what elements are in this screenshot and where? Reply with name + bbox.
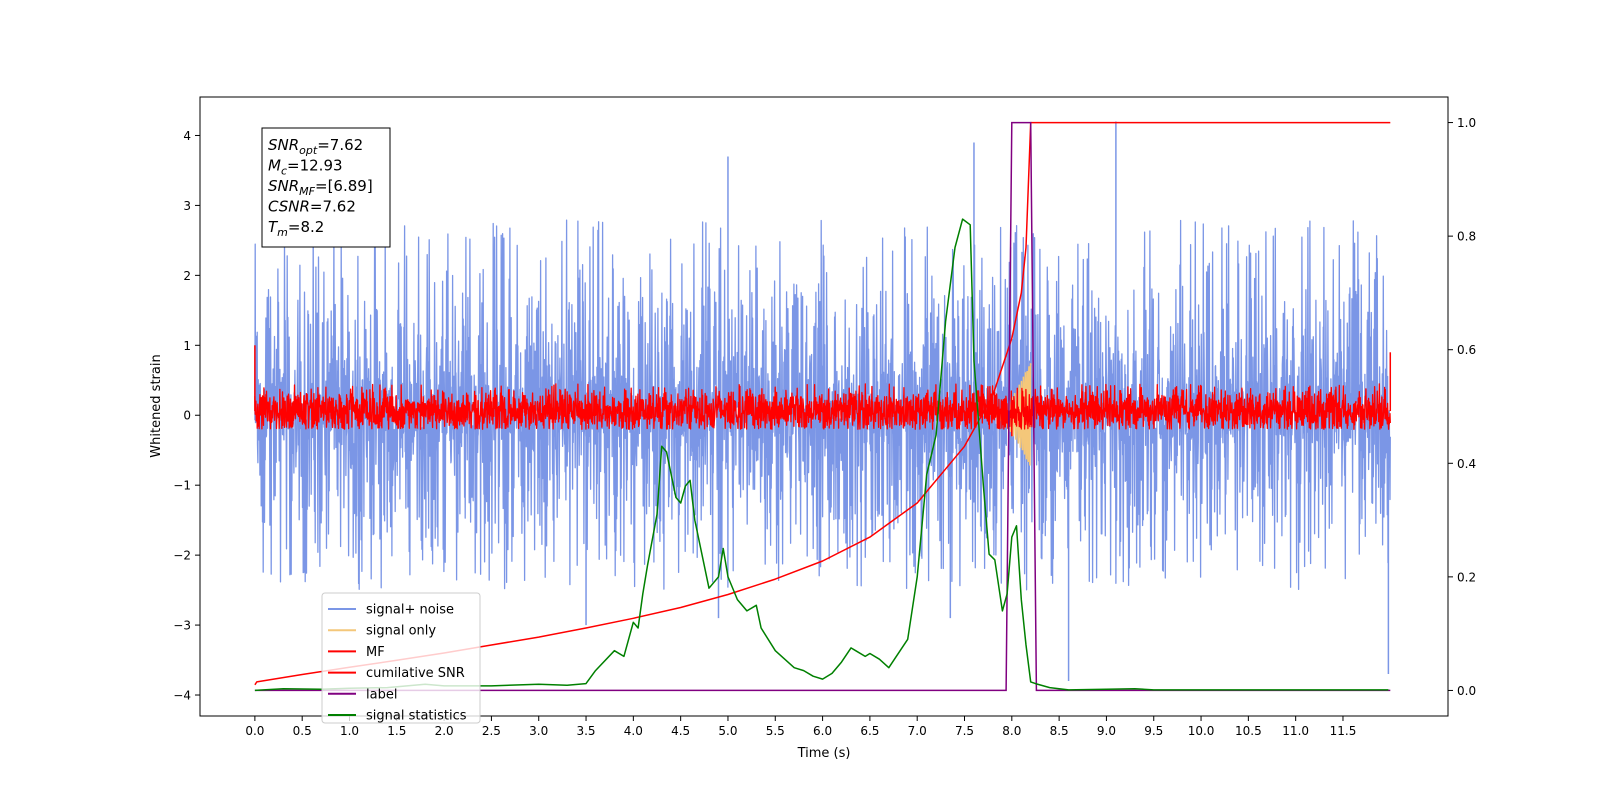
- annotation-symbol: T: [268, 218, 279, 236]
- y-tick-label: −3: [173, 619, 191, 633]
- legend-label: cumilative SNR: [366, 666, 465, 681]
- y2-tick-label: 0.8: [1457, 230, 1476, 244]
- x-tick-label: 4.5: [671, 724, 690, 738]
- y-tick-label: 1: [183, 339, 191, 353]
- legend-label: signal statistics: [366, 709, 467, 724]
- x-tick-label: 2.0: [435, 724, 454, 738]
- y2-tick-label: 0.6: [1457, 343, 1476, 357]
- annotation-value: =7.62: [317, 136, 363, 154]
- x-tick-label: 10.5: [1235, 724, 1262, 738]
- x-tick-label: 8.5: [1050, 724, 1069, 738]
- y-tick-label: 0: [183, 409, 191, 423]
- legend-label: MF: [366, 645, 385, 660]
- y2-tick-label: 0.0: [1457, 684, 1476, 698]
- x-tick-label: 1.5: [387, 724, 406, 738]
- plot-frame: [199, 96, 1449, 717]
- x-tick-label: 7.5: [955, 724, 974, 738]
- y-tick-label: 2: [183, 269, 191, 283]
- x-tick-label: 9.0: [1097, 724, 1116, 738]
- annotation-subscript: m: [277, 226, 288, 239]
- y-tick-label: 3: [183, 199, 191, 213]
- legend-label: signal only: [366, 624, 436, 639]
- x-tick-label: 6.5: [860, 724, 879, 738]
- x-tick-label: 11.5: [1330, 724, 1357, 738]
- annotation-value: =12.93: [287, 157, 343, 175]
- y2-tick-label: 0.2: [1457, 570, 1476, 584]
- x-tick-label: 3.5: [576, 724, 595, 738]
- series-mf: [254, 383, 1391, 430]
- x-tick-label: 7.0: [908, 724, 927, 738]
- x-tick-label: 5.0: [718, 724, 737, 738]
- annotation-value: =[6.89]: [315, 177, 373, 195]
- x-tick-label: 0.5: [293, 724, 312, 738]
- x-tick-label: 6.0: [813, 724, 832, 738]
- annotation-symbol: SNR: [268, 136, 299, 154]
- x-tick-label: 2.5: [482, 724, 501, 738]
- y2-tick-label: 0.4: [1457, 457, 1476, 471]
- x-axis-label: Time (s): [797, 746, 851, 761]
- series-layer: [254, 121, 1392, 692]
- y-tick-label: −4: [173, 689, 191, 703]
- x-axis: 0.0 0.5 1.0 1.5 2.0 2.5 3.0 3.5 4.0 4.5 5.0 5.5 6.0 6…: [245, 716, 1356, 738]
- y2-tick-label: 1.0: [1457, 116, 1476, 130]
- x-tick-label: 10.0: [1188, 724, 1215, 738]
- annotation-value: =7.62: [310, 198, 356, 216]
- x-tick-label: 11.0: [1282, 724, 1309, 738]
- legend-label: label: [366, 687, 397, 702]
- x-tick-label: 1.0: [340, 724, 359, 738]
- annotation-symbol: CSNR: [268, 198, 310, 216]
- annotation-box: SNRopt=7.62 Mc=12.93 SNRMF=[6.89] CSNR=7.62…: [261, 127, 391, 248]
- y-tick-label: −2: [173, 549, 191, 563]
- annotation-text: SNRopt=7.62 Mc=12.93 SNRMF=[6.89] CSNR=7.62…: [268, 136, 373, 239]
- annotation-subscript: MF: [299, 185, 315, 198]
- series-signal-noise: [254, 219, 1391, 591]
- x-tick-label: 3.0: [529, 724, 548, 738]
- y-axis-label: Whitened strain: [149, 354, 164, 457]
- series-signal-statistics: [254, 218, 1389, 692]
- annotation-value: =8.2: [288, 218, 324, 236]
- x-tick-label: 4.0: [624, 724, 643, 738]
- x-tick-label: 5.5: [766, 724, 785, 738]
- annotation-subscript: opt: [299, 144, 318, 157]
- x-tick-label: 9.5: [1144, 724, 1163, 738]
- legend-label: signal+ noise: [366, 603, 454, 618]
- series-label: [254, 121, 1391, 692]
- y-axis: 4 3 2 1 0 −1 −2 −3 −4: [173, 129, 200, 703]
- y2-axis: 1.0 0.8 0.6 0.4 0.2 0.0: [1448, 116, 1476, 698]
- legend: signal+ noise signal only MF cumilative SNR…: [321, 592, 481, 724]
- x-tick-label: 0.0: [245, 724, 264, 738]
- annotation-symbol: SNR: [268, 177, 299, 195]
- annotation-subscript: c: [281, 165, 287, 178]
- y-tick-label: −1: [173, 479, 191, 493]
- x-tick-label: 8.0: [1002, 724, 1021, 738]
- y-tick-label: 4: [183, 129, 191, 143]
- annotation-symbol: M: [268, 157, 281, 175]
